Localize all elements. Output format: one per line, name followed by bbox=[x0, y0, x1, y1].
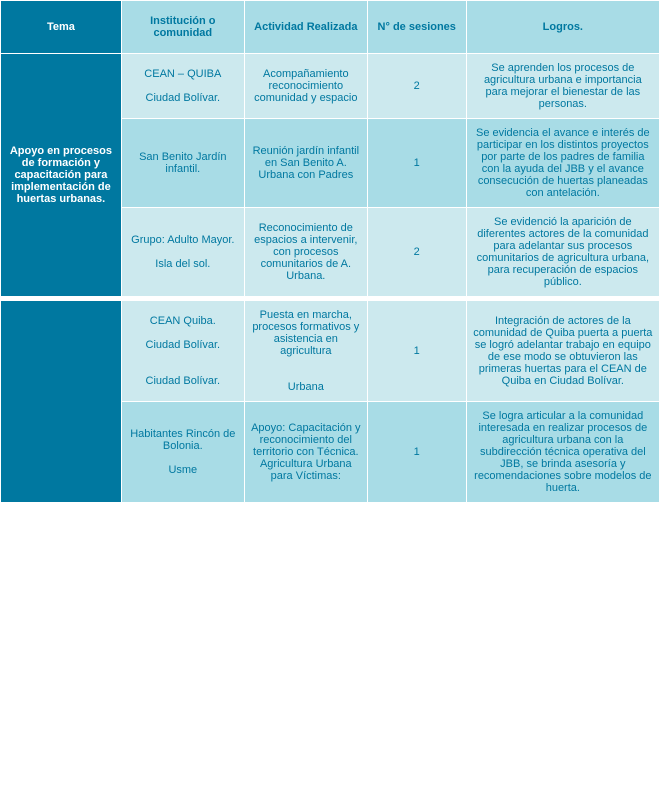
act-cell: Reconocimiento de espacios a intervenir,… bbox=[244, 208, 367, 297]
table-row: Apoyo en procesos de formación y capacit… bbox=[1, 54, 660, 119]
tema-empty-cell bbox=[1, 301, 122, 503]
ses-cell: 2 bbox=[367, 208, 466, 297]
table-row: CEAN Quiba.Ciudad Bolívar.Ciudad Bolívar… bbox=[1, 301, 660, 402]
header-institucion: Institución o comunidad bbox=[121, 1, 244, 54]
data-table: Tema Institución o comunidad Actividad R… bbox=[0, 0, 660, 503]
ses-cell: 1 bbox=[367, 402, 466, 503]
header-actividad: Actividad Realizada bbox=[244, 1, 367, 54]
log-cell: Se evidenció la aparición de diferentes … bbox=[466, 208, 659, 297]
ses-cell: 1 bbox=[367, 301, 466, 402]
inst-cell: CEAN – QUIBACiudad Bolívar. bbox=[121, 54, 244, 119]
act-cell: Apoyo: Capacitación y reconocimiento del… bbox=[244, 402, 367, 503]
header-logros: Logros. bbox=[466, 1, 659, 54]
header-tema: Tema bbox=[1, 1, 122, 54]
act-cell: Puesta en marcha, procesos formativos y … bbox=[244, 301, 367, 402]
log-cell: Se aprenden los procesos de agricultura … bbox=[466, 54, 659, 119]
ses-cell: 2 bbox=[367, 54, 466, 119]
log-cell: Se evidencia el avance e interés de part… bbox=[466, 119, 659, 208]
act-cell: Acompañamiento reconocimiento comunidad … bbox=[244, 54, 367, 119]
inst-cell: Grupo: Adulto Mayor.Isla del sol. bbox=[121, 208, 244, 297]
act-cell: Reunión jardín infantil en San Benito A.… bbox=[244, 119, 367, 208]
log-cell: Se logra articular a la comunidad intere… bbox=[466, 402, 659, 503]
tema-cell: Apoyo en procesos de formación y capacit… bbox=[1, 54, 122, 297]
inst-cell: Habitantes Rincón de Bolonia.Usme bbox=[121, 402, 244, 503]
inst-cell: CEAN Quiba.Ciudad Bolívar.Ciudad Bolívar… bbox=[121, 301, 244, 402]
log-cell: Integración de actores de la comunidad d… bbox=[466, 301, 659, 402]
header-row: Tema Institución o comunidad Actividad R… bbox=[1, 1, 660, 54]
ses-cell: 1 bbox=[367, 119, 466, 208]
inst-cell: San Benito Jardín infantil. bbox=[121, 119, 244, 208]
header-sesiones: N° de sesiones bbox=[367, 1, 466, 54]
